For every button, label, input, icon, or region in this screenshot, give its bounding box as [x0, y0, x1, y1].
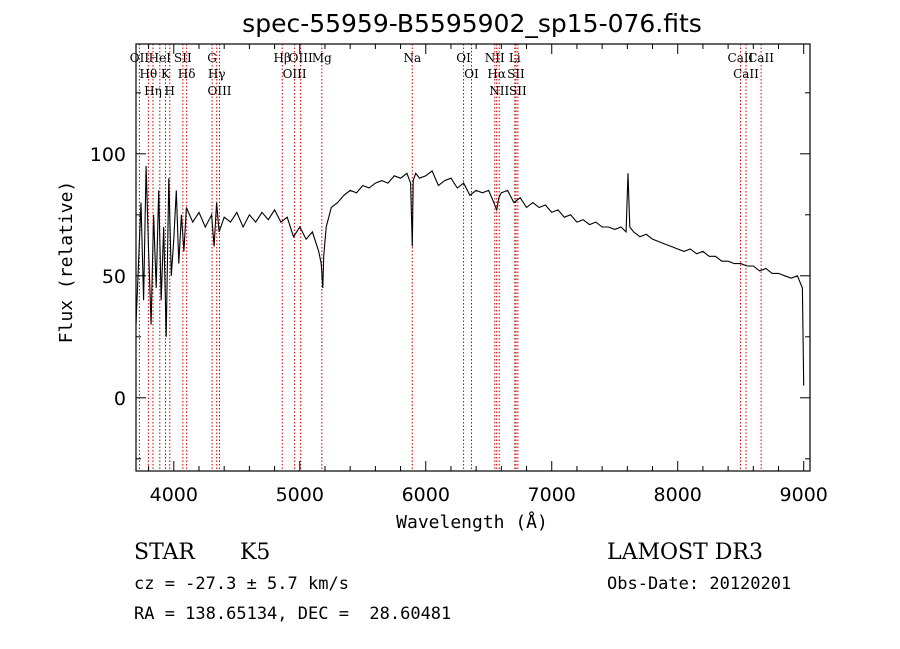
object-subclass: K5 [240, 540, 271, 565]
line-marker-label: OI [456, 51, 471, 65]
line-marker-label: Hη [144, 84, 162, 98]
obs-date: Obs-Date: 20120201 [607, 574, 792, 594]
x-tick-label: 6000 [402, 484, 450, 506]
coordinates: RA = 138.65134, DEC = 28.60481 [134, 604, 452, 624]
line-marker-label: Mg [312, 51, 332, 65]
x-axis-label: Wavelength (Å) [396, 511, 548, 533]
x-tick-label: 9000 [780, 484, 828, 506]
chart-title: spec-55959-B5595902_sp15-076.fits [242, 9, 702, 38]
line-marker-label: G [207, 51, 217, 65]
line-marker-label: NII [485, 51, 505, 65]
line-markers [138, 44, 762, 471]
line-marker-label: SII [509, 84, 527, 98]
plot-frame [135, 43, 811, 472]
line-marker-label: Hθ [139, 67, 157, 81]
y-tick-label: 0 [114, 388, 126, 410]
line-marker-label: Na [403, 51, 421, 65]
x-tick-label: 4000 [150, 484, 198, 506]
axis-ticks: 4000 5000 6000 7000 8000 9000 0 50 100 [90, 44, 828, 506]
line-marker-label: SII [174, 51, 192, 65]
line-marker-label: CaII [733, 67, 759, 81]
cz-value: cz = -27.3 ± 5.7 km/s [134, 574, 349, 594]
line-marker-label: NII [489, 84, 509, 98]
line-marker-label: H [165, 84, 175, 98]
x-tick-label: 8000 [654, 484, 702, 506]
line-marker-label: Li [509, 51, 521, 65]
y-tick-label: 50 [102, 266, 126, 288]
line-marker-label: OI [464, 67, 479, 81]
line-marker-label: OII [130, 51, 150, 65]
line-marker-label: K [161, 67, 171, 81]
line-marker-label: OIII [283, 67, 307, 81]
y-axis-label: Flux (relative) [56, 181, 77, 344]
line-marker-label: CaII [728, 51, 754, 65]
line-marker-label: Hβ [274, 51, 291, 65]
line-marker-label: CaII [748, 51, 774, 65]
x-tick-label: 5000 [276, 484, 324, 506]
line-marker-label: SII [507, 67, 525, 81]
survey-name: LAMOST DR3 [607, 540, 763, 565]
line-marker-label: Hδ [178, 67, 196, 81]
line-marker-label: HeI [149, 51, 172, 65]
flux-series-line [135, 165, 805, 386]
x-tick-label: 7000 [528, 484, 576, 506]
line-marker-label: OIII [207, 84, 231, 98]
line-marker-label: Hα [487, 67, 506, 81]
object-class: STAR [134, 540, 195, 565]
line-marker-label: OIII [289, 51, 313, 65]
y-tick-label: 100 [90, 144, 126, 166]
line-marker-label: Hγ [208, 67, 226, 81]
